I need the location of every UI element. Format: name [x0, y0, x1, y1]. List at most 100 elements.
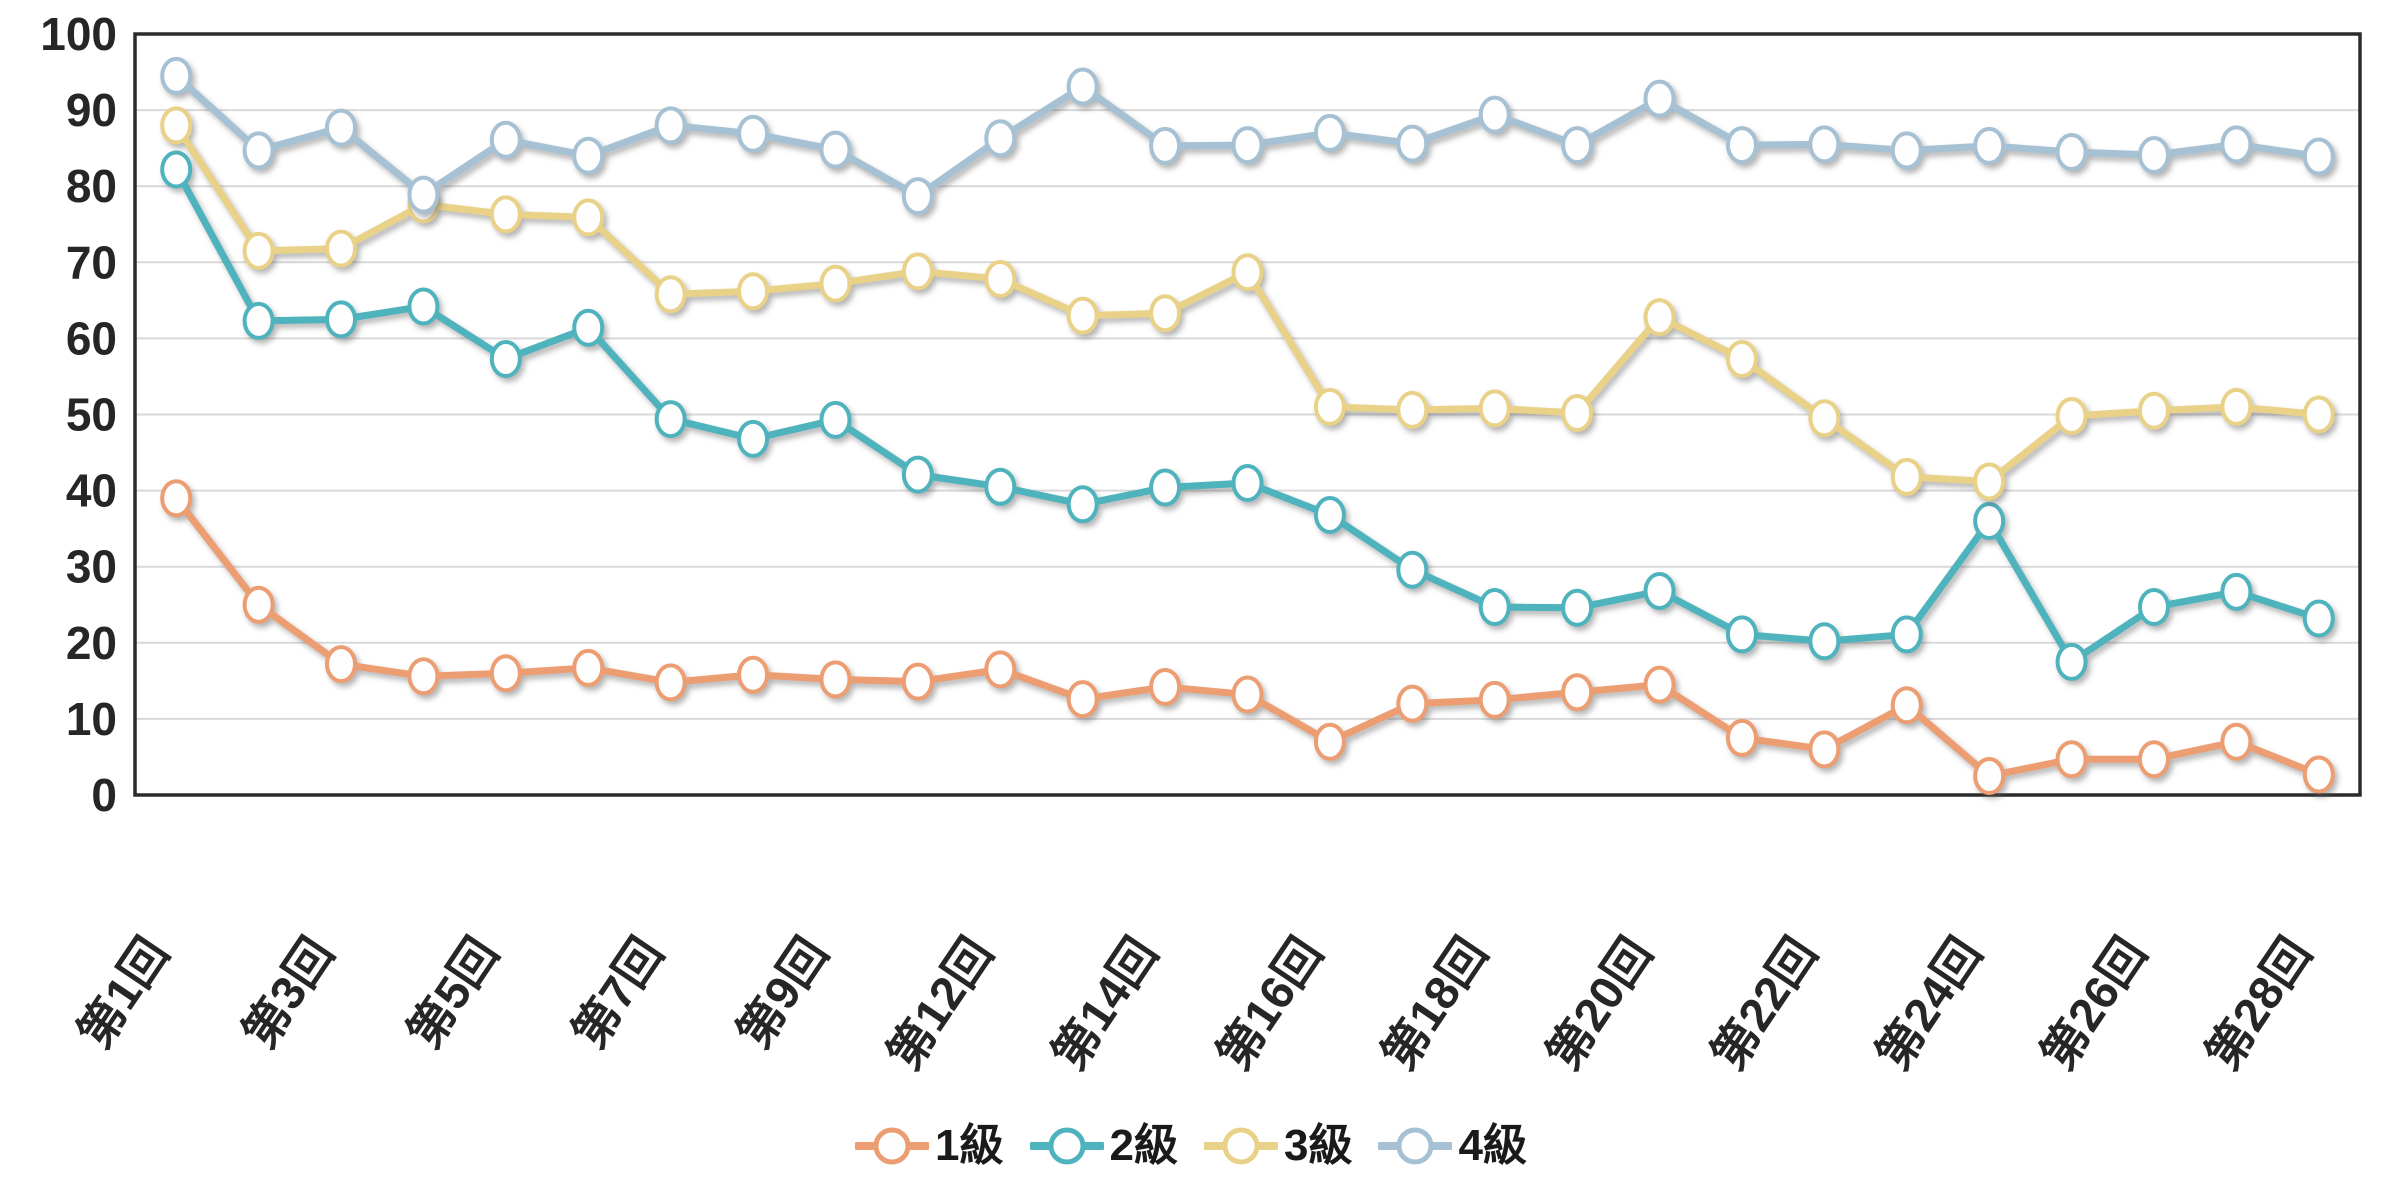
data-point-marker — [1973, 502, 2006, 541]
data-point-marker — [572, 198, 605, 237]
data-point-marker — [572, 308, 605, 347]
x-tick-label: 第16回 — [1206, 928, 1332, 1079]
series-4級-line — [160, 56, 2335, 216]
data-point-marker — [2055, 132, 2088, 171]
data-point-marker — [2137, 740, 2170, 779]
data-point-marker — [901, 177, 934, 216]
data-point-marker — [2220, 572, 2253, 611]
y-tick-label: 30 — [66, 541, 117, 593]
data-point-marker — [572, 648, 605, 687]
series-line-path — [172, 121, 2323, 485]
data-point-marker — [1561, 393, 1594, 432]
data-point-marker — [1066, 680, 1099, 719]
data-point-marker — [489, 654, 522, 693]
data-point-marker — [1396, 684, 1429, 723]
data-point-marker — [1396, 550, 1429, 589]
y-tick-label: 70 — [66, 236, 117, 288]
data-point-marker — [737, 114, 770, 153]
y-tick-label: 10 — [66, 693, 117, 745]
data-point-marker — [1066, 485, 1099, 524]
legend-item-2級: 2級 — [1029, 1123, 1178, 1169]
data-point-marker — [1396, 124, 1429, 163]
data-point-marker — [1478, 389, 1511, 428]
x-tick-label: 第7回 — [562, 928, 673, 1057]
data-point-marker — [407, 175, 440, 214]
data-point-marker — [242, 585, 275, 624]
data-point-marker — [2137, 391, 2170, 430]
x-tick-label: 第18回 — [1371, 928, 1497, 1079]
x-tick-label: 第20回 — [1536, 928, 1662, 1079]
data-point-marker — [1725, 718, 1758, 757]
data-point-marker — [325, 300, 358, 339]
data-point-marker — [737, 655, 770, 694]
data-point-marker — [2302, 395, 2335, 434]
data-point-marker — [242, 301, 275, 340]
legend-label: 1級 — [935, 1121, 1004, 1170]
data-point-marker — [160, 150, 193, 189]
data-point-marker — [654, 663, 687, 702]
data-point-marker — [737, 272, 770, 311]
data-point-marker — [654, 106, 687, 145]
data-point-marker — [819, 400, 852, 439]
legend-label: 3級 — [1284, 1121, 1353, 1170]
y-tick-label: 50 — [66, 389, 117, 441]
x-tick-label: 第12回 — [877, 928, 1003, 1079]
data-point-marker — [1231, 675, 1264, 714]
data-point-marker — [1561, 673, 1594, 712]
data-point-marker — [1725, 126, 1758, 165]
data-point-marker — [984, 119, 1017, 158]
data-point-marker — [737, 419, 770, 458]
data-point-marker — [1149, 468, 1182, 507]
data-point-marker — [1478, 680, 1511, 719]
series-line-path — [172, 165, 2323, 666]
x-tick-label: 第26回 — [2031, 928, 2157, 1079]
data-point-marker — [325, 229, 358, 268]
data-point-marker — [1313, 722, 1346, 761]
data-point-marker — [1313, 495, 1346, 534]
data-point-marker — [819, 130, 852, 169]
data-point-marker — [1396, 390, 1429, 429]
data-point-marker — [1066, 67, 1099, 106]
data-point-marker — [2137, 588, 2170, 627]
legend-item-1級: 1級 — [855, 1121, 1004, 1170]
data-point-marker — [407, 287, 440, 326]
data-point-marker — [325, 108, 358, 147]
data-point-marker — [2302, 137, 2335, 176]
data-point-marker — [1725, 615, 1758, 654]
x-tick-label: 第28回 — [2195, 928, 2321, 1079]
data-point-marker — [819, 264, 852, 303]
series-1級-line — [160, 479, 2335, 795]
data-point-marker — [1808, 730, 1841, 769]
data-point-marker — [1973, 756, 2006, 795]
legend-item-4級: 4級 — [1378, 1121, 1527, 1170]
data-point-marker — [1808, 125, 1841, 164]
x-axis-labels: 第1回 第3回 第5回 第7回 第9回 第12回 第14回 第16回 第18回 第20回 第22回第… — [67, 928, 2321, 1079]
data-point-marker — [1313, 387, 1346, 426]
data-point-marker — [489, 120, 522, 159]
data-point-marker — [1313, 113, 1346, 152]
legend-label: 4級 — [1458, 1121, 1527, 1170]
data-point-marker — [572, 136, 605, 175]
data-point-marker — [1973, 126, 2006, 165]
y-tick-label: 60 — [66, 312, 117, 364]
legend-line-marker-icon — [1378, 1127, 1453, 1165]
data-point-marker — [1643, 298, 1676, 337]
data-point-marker — [160, 106, 193, 145]
x-tick-label: 第5回 — [397, 928, 508, 1057]
x-tick-label: 第22回 — [1701, 928, 1827, 1079]
data-point-marker — [160, 56, 193, 95]
data-point-marker — [2302, 755, 2335, 794]
legend-line-marker-icon — [1029, 1127, 1104, 1165]
gridlines — [135, 109, 2360, 720]
data-point-marker — [1643, 572, 1676, 611]
plot-border — [133, 32, 2362, 797]
data-point-marker — [407, 657, 440, 696]
x-tick-label: 第24回 — [1866, 928, 1992, 1079]
series-3級-line — [160, 106, 2335, 501]
data-point-marker — [1890, 457, 1923, 496]
data-point-marker — [1478, 95, 1511, 134]
data-point-marker — [901, 455, 934, 494]
data-point-marker — [1890, 615, 1923, 654]
